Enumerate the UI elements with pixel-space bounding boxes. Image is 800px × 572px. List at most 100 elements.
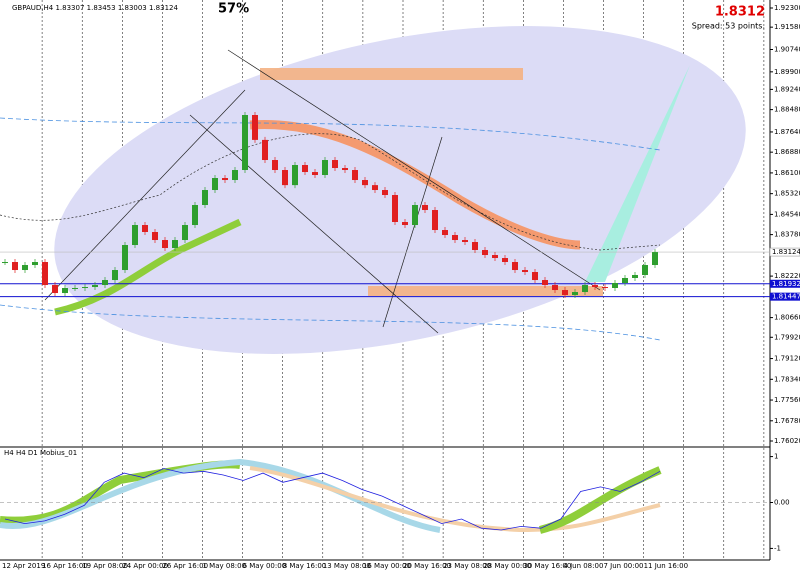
candle: [332, 160, 338, 169]
y-tick-label: 1.89240: [774, 85, 800, 93]
x-tick-label: 7 Jun 00:00: [604, 562, 644, 570]
chart-title: GBPAUD,H4 1.83307 1.83453 1.83003 1.8312…: [12, 4, 178, 12]
x-tick-label: 6 May 00:00: [243, 562, 287, 570]
ribbon: [538, 466, 662, 534]
candle: [402, 222, 408, 226]
candle: [192, 205, 198, 226]
candle: [62, 287, 68, 294]
candle: [52, 285, 58, 294]
candle: [262, 139, 268, 161]
candle: [652, 252, 658, 266]
candle: [182, 225, 188, 241]
candle: [442, 230, 448, 236]
candle: [502, 258, 508, 263]
y-tick-label: 1.89900: [774, 68, 800, 76]
candle: [82, 287, 88, 289]
y-tick-label: 1.82220: [774, 272, 800, 280]
candle: [12, 262, 18, 271]
candle: [282, 170, 288, 186]
candle: [142, 225, 148, 233]
trendline: [44, 89, 246, 301]
indicator-title: H4 H4 D1 Mobius_01: [4, 449, 77, 457]
candle: [562, 290, 568, 296]
ma-line: [0, 117, 661, 151]
candle: [382, 190, 388, 196]
candle: [492, 255, 498, 259]
y-tick-label: 1.86880: [774, 148, 800, 156]
x-tick-label: 26 Apr 16:00: [162, 562, 208, 570]
y-tick-label: 1.84540: [774, 210, 800, 218]
candle: [542, 280, 548, 286]
candle: [582, 285, 588, 293]
candle: [252, 115, 258, 140]
x-tick-label: 11 Jun 16:00: [644, 562, 688, 570]
spread: Spread: 53 points.: [692, 22, 765, 31]
percent: 57%: [218, 2, 249, 17]
candle: [2, 262, 8, 264]
candle: [112, 270, 118, 281]
candle: [362, 180, 368, 186]
candle: [232, 170, 238, 181]
y-tick-label: 1.86100: [774, 169, 800, 177]
x-tick-label: 20 May 16:00: [403, 562, 451, 570]
y-tick-label: 1.76020: [774, 437, 800, 445]
x-tick-label: 4 Jun 08:00: [563, 562, 603, 570]
level-label: 1.81932: [772, 280, 800, 288]
x-tick-label: 1 May 08:00: [203, 562, 247, 570]
x-tick-label: 23 May 08:00: [443, 562, 491, 570]
zone-wedge: [585, 65, 690, 282]
y-tick-label: 1.80660: [774, 314, 800, 322]
candle: [532, 272, 538, 281]
candle: [612, 282, 618, 288]
candle: [152, 232, 158, 241]
price-tag: [769, 247, 800, 257]
y-tick-label: 0.00: [774, 499, 790, 507]
y-tick-label: 1.76780: [774, 417, 800, 425]
candle: [92, 285, 98, 288]
candle: [72, 287, 78, 289]
zone-ellipse: [54, 26, 746, 354]
candle: [42, 262, 48, 286]
candle: [632, 274, 638, 278]
trendline: [382, 136, 443, 328]
ribbon: [54, 218, 242, 316]
level-tag: [770, 292, 800, 301]
candle: [202, 190, 208, 206]
y-tick-label: 1.85320: [774, 190, 800, 198]
zone-rect: [368, 286, 603, 296]
y-tick-label: 1.87640: [774, 128, 800, 136]
y-tick-label: 1: [774, 453, 778, 461]
x-tick-label: 24 Apr 00:00: [122, 562, 168, 570]
candle: [102, 280, 108, 286]
y-tick-label: 1.90740: [774, 45, 800, 53]
candle: [552, 285, 558, 291]
ma-line: [0, 304, 661, 341]
ribbon: [0, 458, 441, 533]
candle: [132, 225, 138, 246]
candle: [472, 242, 478, 251]
x-tick-label: 28 May 00:00: [483, 562, 531, 570]
ribbon: [249, 119, 581, 250]
trendline: [227, 49, 601, 291]
level-tag: [770, 279, 800, 288]
price-tag-label: 1.83124: [772, 248, 800, 256]
candle: [592, 285, 598, 288]
candle: [482, 250, 488, 256]
x-tick-label: 12 Apr 2019: [2, 562, 45, 570]
y-tick-label: 1.79920: [774, 333, 800, 341]
candle: [572, 292, 578, 296]
y-tick-label: 1.91580: [774, 23, 800, 31]
x-tick-label: 16 Apr 16:00: [42, 562, 88, 570]
candle: [302, 165, 308, 173]
candle: [392, 195, 398, 223]
x-tick-label: 13 May 08:00: [323, 562, 371, 570]
zone-rect: [260, 68, 523, 80]
ribbon: [249, 466, 661, 533]
candle: [522, 270, 528, 273]
y-tick-label: 1.77560: [774, 396, 800, 404]
candle: [162, 240, 168, 249]
candle: [212, 178, 218, 191]
candle: [452, 235, 458, 241]
y-tick-label: 1.83780: [774, 231, 800, 239]
y-tick-label: -1: [774, 544, 781, 552]
